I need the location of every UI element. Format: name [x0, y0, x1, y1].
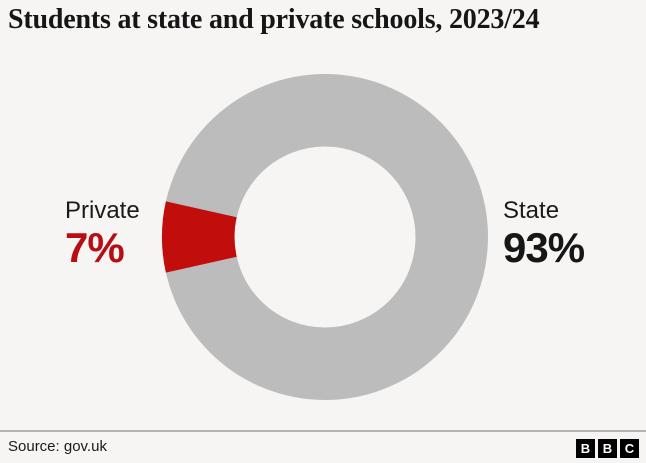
callout-private: Private 7% [65, 196, 140, 271]
value-label-state: 93% [503, 224, 585, 271]
callout-state: State 93% [503, 196, 585, 271]
source-text: Source: gov.uk [8, 438, 107, 455]
bbc-logo-letter-b1: B [576, 439, 595, 458]
bbc-logo: B B C [576, 439, 639, 458]
footer-divider [0, 430, 646, 432]
bbc-logo-letter-c: C [620, 439, 639, 458]
bbc-logo-letter-b2: B [598, 439, 617, 458]
value-label-private: 7% [65, 224, 125, 271]
chart-title: Students at state and private schools, 2… [8, 4, 540, 35]
category-label-private: Private [65, 197, 140, 224]
category-label-state: State [503, 197, 560, 224]
